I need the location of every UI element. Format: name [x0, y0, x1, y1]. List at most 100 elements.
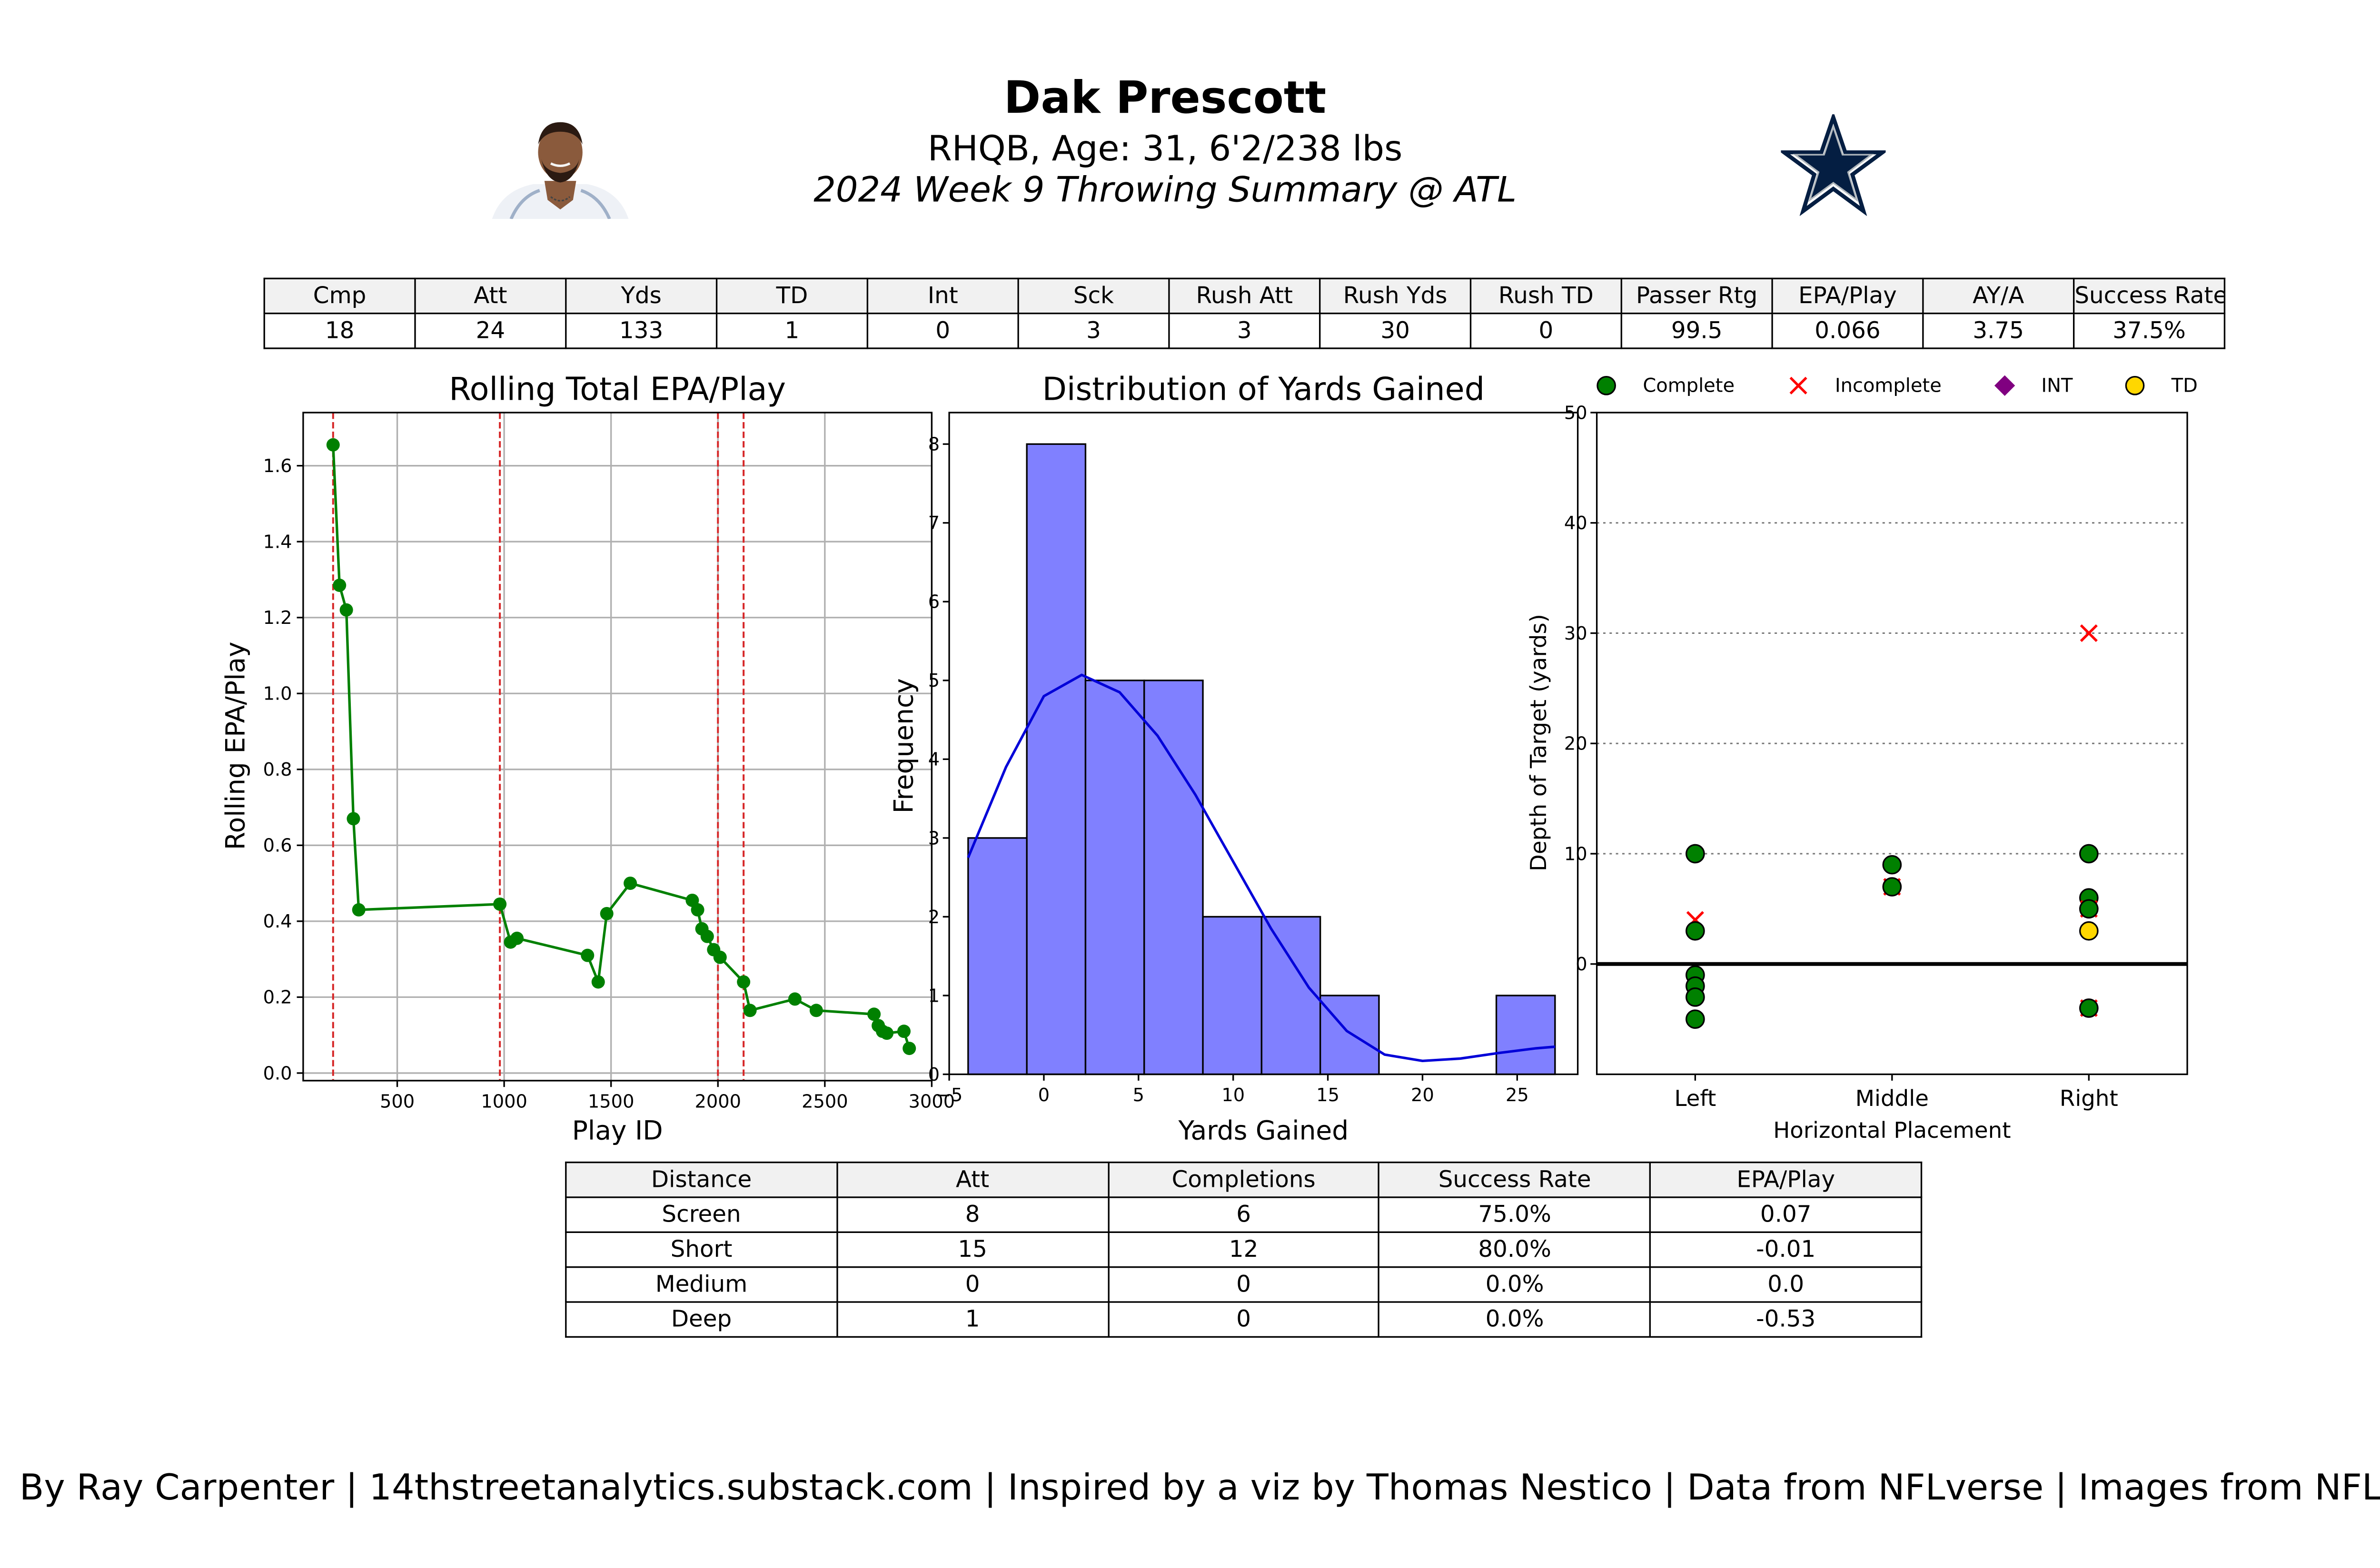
plot-frame: [302, 412, 933, 1082]
epa-point: [347, 812, 360, 826]
stats-value-cell: 0: [1469, 312, 1622, 349]
y-tick-label: 4: [928, 749, 940, 770]
x-tick-label: 0: [1038, 1085, 1050, 1106]
y-axis-label: Rolling EPA/Play: [220, 641, 251, 850]
stats-header-cell: Att: [414, 277, 567, 315]
x-tick-label: Right: [2060, 1086, 2118, 1112]
distance-cell: 0.0%: [1378, 1266, 1651, 1303]
distance-header-cell: Att: [836, 1161, 1109, 1198]
distance-header-cell: EPA/Play: [1649, 1161, 1923, 1198]
target-point: [1686, 921, 1705, 941]
stats-value-cell: 3: [1168, 312, 1321, 349]
x-tick-label: −5: [936, 1085, 963, 1106]
y-tick-label: 1.2: [263, 607, 292, 629]
stats-header-cell: Int: [866, 277, 1019, 315]
distance-cell: 75.0%: [1378, 1196, 1651, 1233]
target-point: [1686, 844, 1705, 864]
stats-header-cell: Rush TD: [1469, 277, 1622, 315]
y-tick-label: 5: [928, 670, 940, 691]
legend-marker: [1789, 376, 1807, 394]
distance-cell: Deep: [565, 1301, 838, 1338]
x-axis-label: Horizontal Placement: [1773, 1118, 2011, 1144]
stats-header-cell: Cmp: [263, 277, 416, 315]
table-row: Deep 1 0 0.0% -0.53: [565, 1301, 1923, 1338]
y-tick-label: 1: [928, 985, 940, 1006]
distance-cell: -0.53: [1649, 1301, 1923, 1338]
epa-point: [493, 897, 507, 911]
target-depth-chart: Left Middle Right 0 10 20 30 40 50 Horizontal Pla…: [1526, 375, 2198, 1144]
target-point: [1686, 1009, 1705, 1029]
distance-cell: 0.07: [1649, 1196, 1923, 1233]
epa-point: [339, 603, 353, 617]
x-tick-label: 2500: [802, 1091, 848, 1113]
stats-value-cell: 133: [565, 312, 718, 349]
stats-header-cell: Passer Rtg: [1620, 277, 1773, 315]
distance-header-row: Distance Att Completions Success Rate EPA/Pl…: [565, 1161, 1923, 1198]
target-point: [2079, 899, 2099, 919]
distance-cell: Medium: [565, 1266, 838, 1303]
target-point: [1686, 987, 1705, 1007]
stats-header-cell: Success Rate: [2073, 277, 2226, 315]
x-tick-label: 1500: [588, 1091, 635, 1113]
y-axis-label: Depth of Target (yards): [1526, 614, 1552, 871]
stats-header-cell: Rush Att: [1168, 277, 1321, 315]
epa-point: [737, 975, 751, 989]
legend-label: Complete: [1643, 375, 1735, 397]
epa-point: [809, 1004, 823, 1017]
distance-header-cell: Success Rate: [1378, 1161, 1651, 1198]
y-tick-label: 6: [928, 592, 940, 613]
distance-cell: -0.01: [1649, 1231, 1923, 1268]
histogram-bar: [1319, 995, 1380, 1075]
target-point: [2080, 624, 2098, 642]
legend-marker: [1994, 375, 2015, 396]
epa-point: [581, 948, 595, 962]
histogram-bar: [1143, 680, 1204, 1075]
stats-value-cell: 0: [866, 312, 1019, 349]
x-tick-label: 20: [1411, 1085, 1434, 1106]
y-tick-label: 20: [1564, 733, 1587, 755]
credits-footer: By Ray Carpenter | 14thstreetanalytics.s…: [19, 1468, 2380, 1509]
distance-cell: 8: [836, 1196, 1109, 1233]
x-tick-label: 3000: [909, 1091, 955, 1113]
target-point: [2079, 844, 2099, 864]
epa-point: [743, 1004, 757, 1017]
epa-point: [600, 907, 614, 920]
target-point: [2079, 921, 2099, 941]
stats-value-cell: 37.5%: [2073, 312, 2226, 349]
y-tick-label: 0.2: [263, 987, 292, 1008]
stats-header-cell: EPA/Play: [1771, 277, 1924, 315]
epa-point: [897, 1025, 911, 1038]
y-tick-label: 8: [928, 434, 940, 455]
stats-header-cell: Yds: [565, 277, 718, 315]
player-bio: RHQB, Age: 31, 6'2/238 lbs: [927, 130, 1403, 170]
stats-header-row: Cmp Att Yds TD Int Sck Rush Att Rush Yds Rush TD…: [263, 277, 2226, 315]
stats-value-cell: 99.5: [1620, 312, 1773, 349]
legend-label: TD: [2171, 375, 2198, 397]
y-tick-label: 40: [1564, 513, 1587, 534]
epa-point: [333, 578, 347, 592]
team-logo-star-icon: [1781, 114, 1886, 216]
stats-value-cell: 24: [414, 312, 567, 349]
distance-breakdown-table: Distance Att Completions Success Rate EPA/Pl…: [565, 1161, 1923, 1338]
chart-title: Distribution of Yards Gained: [1042, 370, 1485, 407]
x-axis-label: Play ID: [572, 1115, 663, 1145]
epa-point: [713, 950, 727, 964]
legend-marker: [2125, 375, 2145, 395]
stats-header-cell: TD: [715, 277, 869, 315]
passing-stats-table: Cmp Att Yds TD Int Sck Rush Att Rush Yds Rush TD…: [263, 277, 2226, 349]
epa-point: [624, 877, 637, 890]
y-tick-label: 50: [1564, 402, 1587, 424]
y-tick-label: 0.4: [263, 911, 292, 932]
y-tick-label: 1.0: [263, 683, 292, 705]
epa-point: [880, 1026, 894, 1040]
y-tick-label: 7: [928, 513, 940, 534]
x-axis-label: Yards Gained: [1178, 1115, 1349, 1145]
x-tick-label: Middle: [1855, 1086, 1929, 1112]
y-tick-label: 0: [1576, 954, 1587, 975]
epa-point: [510, 931, 524, 945]
distance-cell: 12: [1107, 1231, 1380, 1268]
y-axis-label: Frequency: [888, 678, 919, 813]
legend-marker: [1597, 375, 1616, 395]
distance-cell: 80.0%: [1378, 1231, 1651, 1268]
